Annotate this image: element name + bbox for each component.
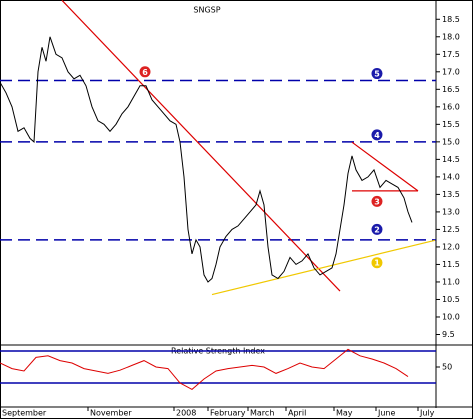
x-tick-label: March (250, 409, 274, 418)
x-tick-label: July (419, 409, 435, 418)
y-tick-label: 15.5 (442, 120, 460, 129)
y-tick-label: 15.0 (442, 137, 460, 146)
x-tick-label: February (210, 409, 246, 418)
chart-title: SNGSP (193, 6, 220, 15)
marker (371, 129, 383, 141)
x-tick-label: April (288, 409, 306, 418)
y-tick-label: 14.0 (442, 172, 460, 181)
y-tick-label: 12.0 (442, 242, 460, 251)
marker-label: 6 (142, 68, 148, 77)
y-tick-label: 50 (442, 363, 452, 372)
marker-label: 4 (374, 131, 380, 140)
trend-line (351, 141, 419, 192)
marker (371, 195, 383, 207)
y-tick-label: 17.0 (442, 67, 460, 76)
y-tick-label: 18.5 (442, 15, 460, 24)
y-tick-label: 16.5 (442, 85, 460, 94)
y-tick-label: 12.5 (442, 225, 460, 234)
x-tick-label: May (336, 409, 353, 418)
marker (371, 223, 383, 235)
y-tick-label: 17.5 (442, 50, 460, 59)
marker (371, 68, 383, 80)
x-tick-label: November (90, 409, 132, 418)
marker (139, 66, 151, 78)
series-line (0, 348, 409, 391)
marker-label: 5 (374, 70, 380, 79)
x-tick-label: 2008 (176, 409, 196, 418)
y-tick-label: 11.0 (442, 277, 460, 286)
y-tick-label: 18.0 (442, 32, 460, 41)
y-tick-label: 16.0 (442, 102, 460, 111)
y-tick-label: 11.5 (442, 260, 460, 269)
x-tick-label: September (2, 409, 47, 418)
trend-line (211, 239, 436, 296)
series-line (0, 36, 413, 283)
y-tick-label: 10.5 (442, 295, 460, 304)
marker-label: 2 (374, 225, 380, 234)
marker-label: 1 (374, 259, 380, 268)
x-tick-label: June (377, 409, 396, 418)
y-tick-label: 14.5 (442, 155, 460, 164)
y-tick-label: 13.0 (442, 207, 460, 216)
marker (371, 257, 383, 269)
trend-line (61, 0, 341, 292)
y-tick-label: 10.0 (442, 312, 460, 321)
y-tick-label: 13.5 (442, 190, 460, 199)
y-tick-label: 9.5 (442, 330, 455, 339)
marker-label: 3 (374, 197, 380, 206)
